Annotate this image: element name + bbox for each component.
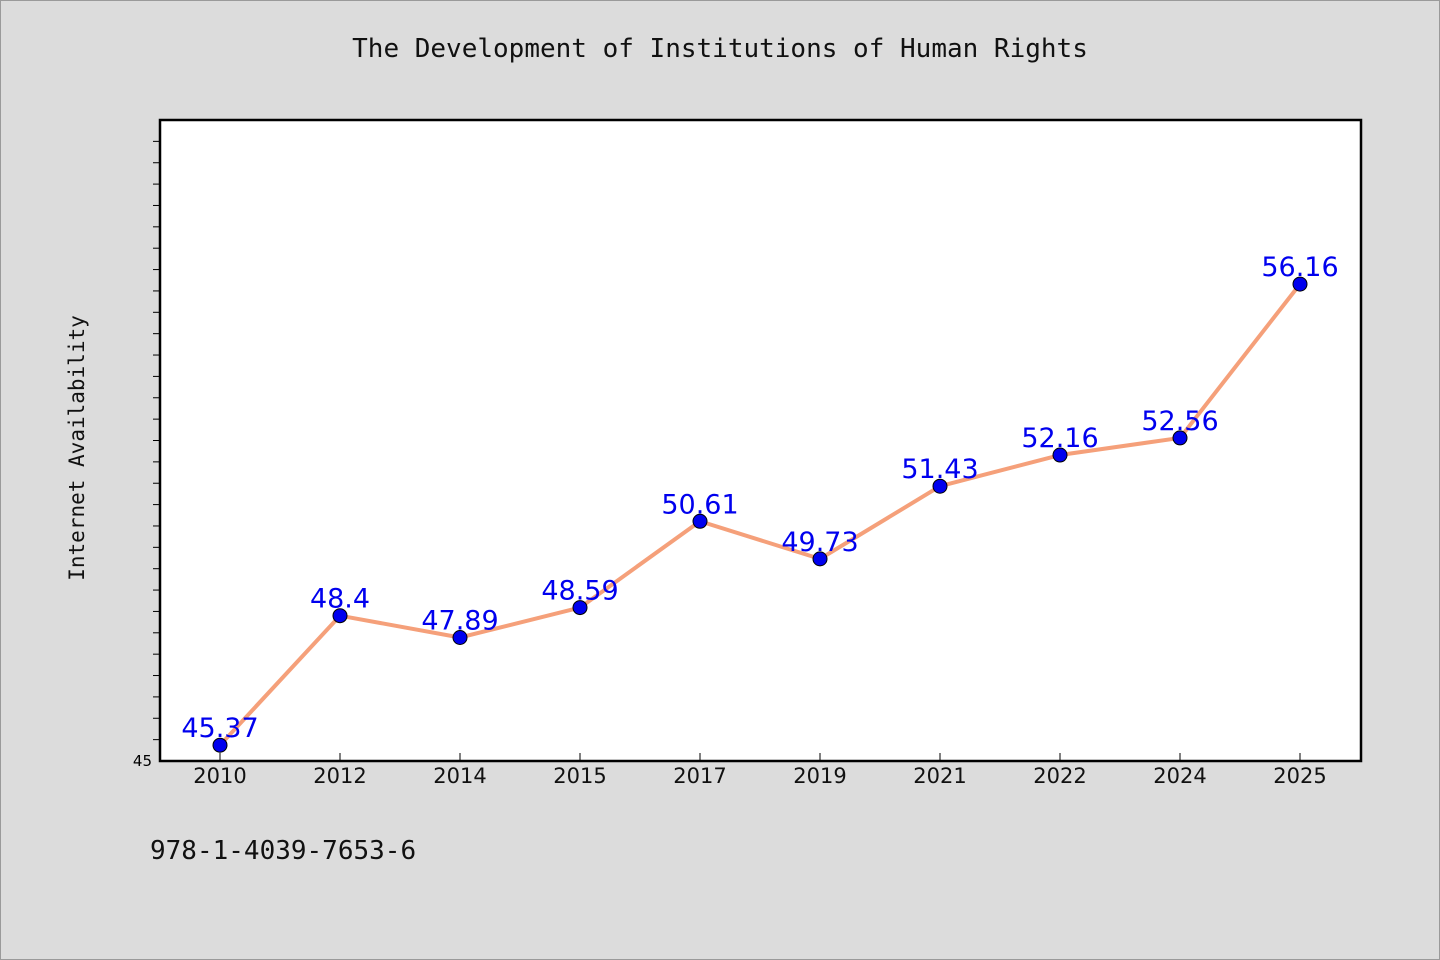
- y-tick-label: 45: [133, 752, 152, 770]
- x-tick-label: 2017: [673, 764, 726, 788]
- footer-identifier: 978-1-4039-7653-6: [150, 836, 417, 866]
- data-label: 48.4: [310, 584, 370, 615]
- data-point: [212, 737, 228, 753]
- data-label: 49.73: [781, 527, 858, 558]
- x-tick-label: 2010: [193, 764, 246, 788]
- x-axis-ticks: 2010 2012 2014 2015 2017 2019 2021 2022 2024 2025: [193, 753, 1327, 788]
- data-point: [452, 630, 468, 646]
- series-line: [218, 282, 1302, 748]
- x-tick-label: 2019: [793, 764, 846, 788]
- chart-title: The Development of Institutions of Human…: [352, 34, 1088, 64]
- data-label: 45.37: [181, 713, 258, 744]
- data-point: [332, 608, 348, 624]
- data-label: 50.61: [661, 489, 738, 520]
- data-point: [692, 513, 708, 529]
- series-group: 45.37 48.4 47.89 48.59 50.61 49.73 51.43 52.16 5…: [181, 252, 1339, 753]
- x-tick-label: 2012: [313, 764, 366, 788]
- data-label: 51.43: [901, 454, 978, 485]
- x-tick-label: 2014: [433, 764, 486, 788]
- data-label: 56.16: [1261, 252, 1338, 283]
- data-point: [1052, 447, 1068, 463]
- data-label: 52.56: [1141, 406, 1218, 437]
- x-tick-label: 2025: [1273, 764, 1326, 788]
- data-point: [572, 600, 588, 616]
- x-tick-label: 2021: [913, 764, 966, 788]
- x-tick-label: 2022: [1033, 764, 1086, 788]
- x-tick-label: 2024: [1153, 764, 1206, 788]
- data-point: [1172, 430, 1188, 446]
- data-point: [932, 478, 948, 494]
- data-label: 52.16: [1021, 423, 1098, 454]
- data-point: [812, 551, 828, 567]
- data-point: [1292, 276, 1308, 292]
- data-label: 47.89: [421, 606, 498, 637]
- data-label: 48.59: [541, 576, 618, 607]
- x-tick-label: 2015: [553, 764, 606, 788]
- y-axis-ticks: 45: [133, 140, 160, 770]
